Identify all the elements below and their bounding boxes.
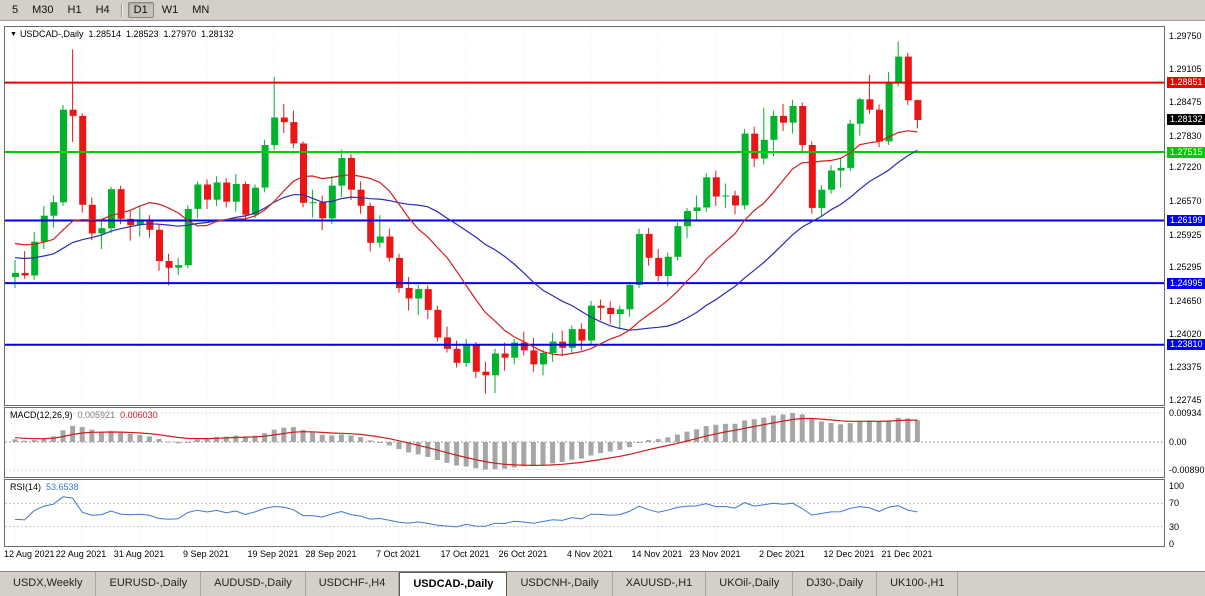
rsi-label: RSI(14) [10, 482, 42, 492]
chart-tab-bar: USDX,Weekly EURUSD-,Daily AUDUSD-,Daily … [0, 571, 1205, 596]
price-line-badge: 1.23810 [1167, 339, 1205, 350]
date-axis[interactable]: 12 Aug 2021 22 Aug 2021 31 Aug 2021 9 Sep 2… [4, 549, 1165, 563]
price-axis-label: 1.25925 [1169, 230, 1202, 240]
price-axis-label: 1.25295 [1169, 262, 1202, 272]
tab-eurusd-daily[interactable]: EURUSD-,Daily [96, 572, 202, 596]
price-axis-label: 1.28475 [1169, 97, 1202, 107]
macd-axis-label: -0.00890 [1169, 465, 1205, 475]
tab-xauusd-h1[interactable]: XAUUSD-,H1 [613, 572, 707, 596]
rsi-axis-label: 100 [1169, 481, 1185, 491]
timeframe-button-h4[interactable]: H4 [95, 4, 110, 16]
price-axis-label: 1.24020 [1169, 329, 1202, 339]
ohlc-open-value: 1.28514 [88, 29, 121, 39]
toolbar-separator [120, 3, 123, 17]
macd-label: MACD(12,26,9) [10, 410, 73, 420]
current-price-badge: 1.28132 [1167, 114, 1205, 125]
rsi-value: 53.6538 [46, 482, 79, 492]
tab-usdcnh-daily[interactable]: USDCNH-,Daily [507, 572, 613, 596]
macd-signal-value: 0.006030 [120, 410, 158, 420]
price-line-badge: 1.26199 [1167, 215, 1205, 226]
date-axis-label: 12 Dec 2021 [823, 549, 875, 559]
price-axis-label: 1.29105 [1169, 64, 1202, 74]
timeframe-button-m5[interactable]: 5 [12, 4, 19, 16]
macd-axis-label: 0.00 [1169, 437, 1187, 447]
tab-uk100-h1[interactable]: UK100-,H1 [877, 572, 959, 596]
ohlc-low-value: 1.27970 [163, 29, 197, 39]
price-line-badge: 1.24995 [1167, 278, 1205, 289]
macd-main-value: 0.005921 [77, 410, 116, 420]
ohlc-high-value: 1.28523 [126, 29, 159, 39]
rsi-axis: 100 70 30 0 [1167, 480, 1205, 549]
date-axis-label: 14 Nov 2021 [631, 549, 683, 559]
macd-chart-canvas[interactable] [5, 408, 1164, 477]
date-axis-label: 22 Aug 2021 [55, 549, 107, 559]
rsi-axis-label: 30 [1169, 522, 1180, 532]
date-axis-label: 23 Nov 2021 [689, 549, 741, 559]
price-axis-label: 1.26570 [1169, 196, 1202, 206]
timeframe-button-w1[interactable]: W1 [161, 4, 179, 16]
ohlc-close-value: 1.28132 [201, 29, 234, 39]
price-line-badge: 1.27515 [1167, 147, 1205, 158]
tab-usdchf-h4[interactable]: USDCHF-,H4 [306, 572, 400, 596]
date-axis-label: 26 Oct 2021 [498, 549, 548, 559]
date-axis-label: 31 Aug 2021 [113, 549, 165, 559]
price-axis-label: 1.22745 [1169, 395, 1202, 405]
price-axis[interactable]: 1.29750 1.29105 1.28475 1.27830 1.27220 1.265… [1167, 27, 1205, 405]
price-axis-label: 1.23375 [1169, 362, 1202, 372]
date-axis-label: 4 Nov 2021 [566, 549, 614, 559]
price-axis-label: 1.27220 [1169, 162, 1202, 172]
price-axis-label: 1.29750 [1169, 31, 1202, 41]
chart-collapse-arrow-icon[interactable]: ▼ [10, 31, 17, 38]
tab-dj30-daily[interactable]: DJ30-,Daily [793, 572, 878, 596]
date-axis-label: 7 Oct 2021 [375, 549, 421, 559]
tab-bar-filler [958, 572, 1205, 596]
chart-title: ▼ USDCAD-,Daily 1.28514 1.28523 1.27970 1.281… [10, 29, 234, 39]
tab-usdcad-daily[interactable]: USDCAD-,Daily [399, 572, 508, 596]
rsi-title: RSI(14) 53.6538 [10, 482, 79, 492]
macd-indicator-panel[interactable]: MACD(12,26,9) 0.005921 0.006030 [4, 407, 1165, 478]
timeframe-toolbar: 5 M30 H1 H4 D1 W1 MN [0, 0, 1205, 21]
rsi-chart-canvas[interactable] [5, 480, 1164, 546]
timeframe-button-d1[interactable]: D1 [127, 2, 154, 18]
timeframe-button-mn[interactable]: MN [192, 4, 210, 16]
chart-symbol-label: USDCAD-,Daily [19, 29, 84, 39]
rsi-axis-label: 70 [1169, 498, 1180, 508]
candlestick-chart-canvas[interactable] [5, 27, 1164, 405]
price-axis-label: 1.27830 [1169, 131, 1202, 141]
rsi-indicator-panel[interactable]: RSI(14) 53.6538 [4, 479, 1165, 547]
date-axis-label: 17 Oct 2021 [440, 549, 490, 559]
macd-axis: 0.00934 0.00 -0.00890 [1167, 408, 1205, 477]
date-axis-label: 2 Dec 2021 [758, 549, 806, 559]
timeframe-button-h1[interactable]: H1 [67, 4, 82, 16]
tab-ukoil-daily[interactable]: UKOil-,Daily [706, 572, 794, 596]
price-line-badge: 1.28851 [1167, 77, 1205, 88]
date-axis-label: 21 Dec 2021 [881, 549, 933, 559]
macd-title: MACD(12,26,9) 0.005921 0.006030 [10, 410, 158, 420]
main-chart-panel[interactable]: ▼ USDCAD-,Daily 1.28514 1.28523 1.27970 1.281… [4, 26, 1165, 406]
macd-axis-label: 0.00934 [1169, 408, 1202, 418]
timeframe-button-m30[interactable]: M30 [32, 4, 54, 16]
date-axis-label: 19 Sep 2021 [247, 549, 299, 559]
price-axis-label: 1.24650 [1169, 296, 1202, 306]
date-axis-label: 28 Sep 2021 [305, 549, 357, 559]
date-axis-label: 9 Sep 2021 [182, 549, 230, 559]
date-axis-label: 12 Aug 2021 [4, 549, 55, 559]
tab-audusd-daily[interactable]: AUDUSD-,Daily [201, 572, 306, 596]
rsi-axis-label: 0 [1169, 539, 1175, 549]
tab-usdx-weekly[interactable]: USDX,Weekly [0, 572, 97, 596]
